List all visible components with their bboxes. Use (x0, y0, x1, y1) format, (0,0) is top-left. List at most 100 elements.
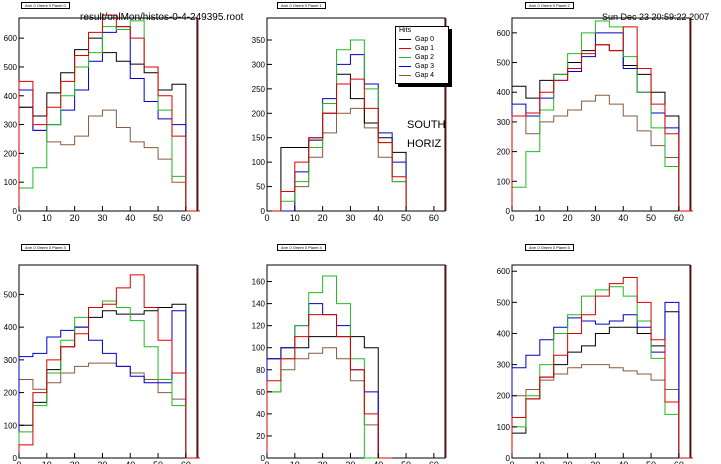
y-tick-label: 150 (252, 134, 266, 143)
panel-title: Arm 0 Orient 0 Panel 0 (21, 2, 70, 9)
legend-label: Gap 2 (415, 54, 435, 61)
panel-title: Arm 0 Orient 0 Panel 4 (277, 244, 326, 251)
y-tick-label: 500 (4, 63, 18, 72)
x-tick-label: 20 (318, 213, 328, 223)
x-tick-label: 40 (618, 460, 628, 464)
series-gap-2 (511, 20, 693, 212)
y-tick-label: 100 (4, 421, 18, 430)
y-tick-label: 400 (497, 329, 511, 338)
series-gap-1 (511, 26, 693, 212)
y-tick-label: 100 (252, 344, 266, 353)
x-tick-label: 10 (42, 460, 52, 464)
x-tick-label: 0 (509, 213, 514, 223)
y-tick-label: 0 (261, 454, 266, 463)
x-tick-label: 10 (290, 213, 300, 223)
y-tick-label: 400 (4, 92, 18, 101)
x-tick-label: 0 (16, 460, 21, 464)
y-tick-label: 120 (252, 322, 266, 331)
y-tick-label: 300 (252, 60, 266, 69)
series-gap-3 (18, 310, 200, 459)
x-tick-label: 60 (429, 213, 439, 223)
y-tick-label: 600 (497, 267, 511, 276)
x-tick-label: 10 (535, 213, 545, 223)
x-tick-label: 30 (97, 213, 107, 223)
panel-title: Arm 0 Orient 0 Panel 5 (525, 244, 574, 251)
y-tick-label: 100 (4, 178, 18, 187)
y-tick-label: 350 (252, 36, 266, 45)
y-tick-label: 300 (497, 361, 511, 370)
x-tick-label: 40 (125, 460, 135, 464)
y-tick-label: 0 (506, 454, 511, 463)
x-tick-label: 30 (345, 460, 355, 464)
y-tick-label: 0 (506, 207, 511, 216)
series-gap-1 (511, 276, 693, 459)
x-tick-label: 60 (429, 460, 439, 464)
legend-entry: Gap 0 (399, 36, 434, 43)
y-tick-label: 500 (4, 290, 18, 299)
x-tick-label: 40 (125, 213, 135, 223)
x-tick-label: 20 (563, 460, 573, 464)
y-tick-label: 140 (252, 300, 266, 309)
legend-entry: Gap 3 (399, 63, 434, 70)
datetime-label: Sun Dec 23 20:59:22 2007 (602, 12, 710, 22)
y-tick-label: 100 (252, 158, 266, 167)
x-tick-label: 50 (646, 460, 656, 464)
y-tick-label: 20 (256, 432, 265, 441)
x-tick-label: 50 (646, 213, 656, 223)
x-tick-label: 10 (42, 213, 52, 223)
legend-swatch (399, 38, 411, 40)
y-tick-label: 80 (256, 366, 265, 375)
legend-swatch (399, 47, 411, 49)
legend-label: Gap 4 (415, 72, 435, 79)
x-tick-label: 20 (563, 213, 573, 223)
y-tick-label: 250 (252, 85, 266, 94)
y-tick-label: 160 (252, 278, 266, 287)
legend-label: Gap 0 (415, 36, 435, 43)
x-tick-label: 0 (264, 213, 269, 223)
x-tick-label: 0 (264, 460, 269, 464)
y-tick-label: 100 (497, 177, 511, 186)
x-tick-label: 10 (535, 460, 545, 464)
y-tick-label: 400 (497, 88, 511, 97)
series-gap-0 (267, 73, 407, 212)
series-gap-1 (18, 14, 200, 212)
y-tick-label: 600 (4, 34, 18, 43)
y-tick-label: 40 (256, 410, 265, 419)
x-tick-label: 40 (373, 213, 383, 223)
x-tick-label: 30 (590, 460, 600, 464)
x-tick-label: 10 (290, 460, 300, 464)
y-tick-label: 60 (256, 388, 265, 397)
panel-title: Arm 0 Orient 0 Panel 2 (525, 2, 574, 9)
series-gap-3 (511, 301, 693, 459)
series-gap-1 (267, 78, 407, 212)
series-gap-4 (267, 107, 407, 212)
y-tick-label: 300 (4, 121, 18, 130)
x-tick-label: 30 (590, 213, 600, 223)
y-tick-label: 400 (4, 323, 18, 332)
panel-title: Arm 0 Orient 0 Panel 3 (21, 244, 70, 251)
y-tick-label: 0 (13, 207, 18, 216)
y-tick-label: 500 (497, 298, 511, 307)
plot-frame (266, 264, 446, 459)
x-tick-label: 40 (618, 213, 628, 223)
x-tick-label: 60 (181, 460, 191, 464)
plot-frame (511, 264, 691, 459)
x-tick-label: 20 (70, 213, 80, 223)
legend: Hits Gap 0 Gap 1 Gap 2 Gap 3 Gap 4 (395, 26, 449, 84)
y-tick-label: 50 (256, 183, 265, 192)
legend-label: Gap 3 (415, 63, 435, 70)
x-tick-label: 20 (318, 460, 328, 464)
y-tick-label: 200 (252, 109, 266, 118)
legend-swatch (399, 74, 411, 76)
y-tick-label: 200 (497, 148, 511, 157)
legend-title: Hits (399, 27, 412, 34)
series-gap-1 (18, 274, 200, 459)
legend-entry: Gap 4 (399, 72, 434, 79)
x-tick-label: 0 (509, 460, 514, 464)
x-tick-label: 50 (401, 460, 411, 464)
plot-frame (511, 17, 691, 212)
y-tick-label: 100 (497, 423, 511, 432)
x-tick-label: 60 (674, 213, 684, 223)
series-gap-1 (266, 314, 393, 459)
